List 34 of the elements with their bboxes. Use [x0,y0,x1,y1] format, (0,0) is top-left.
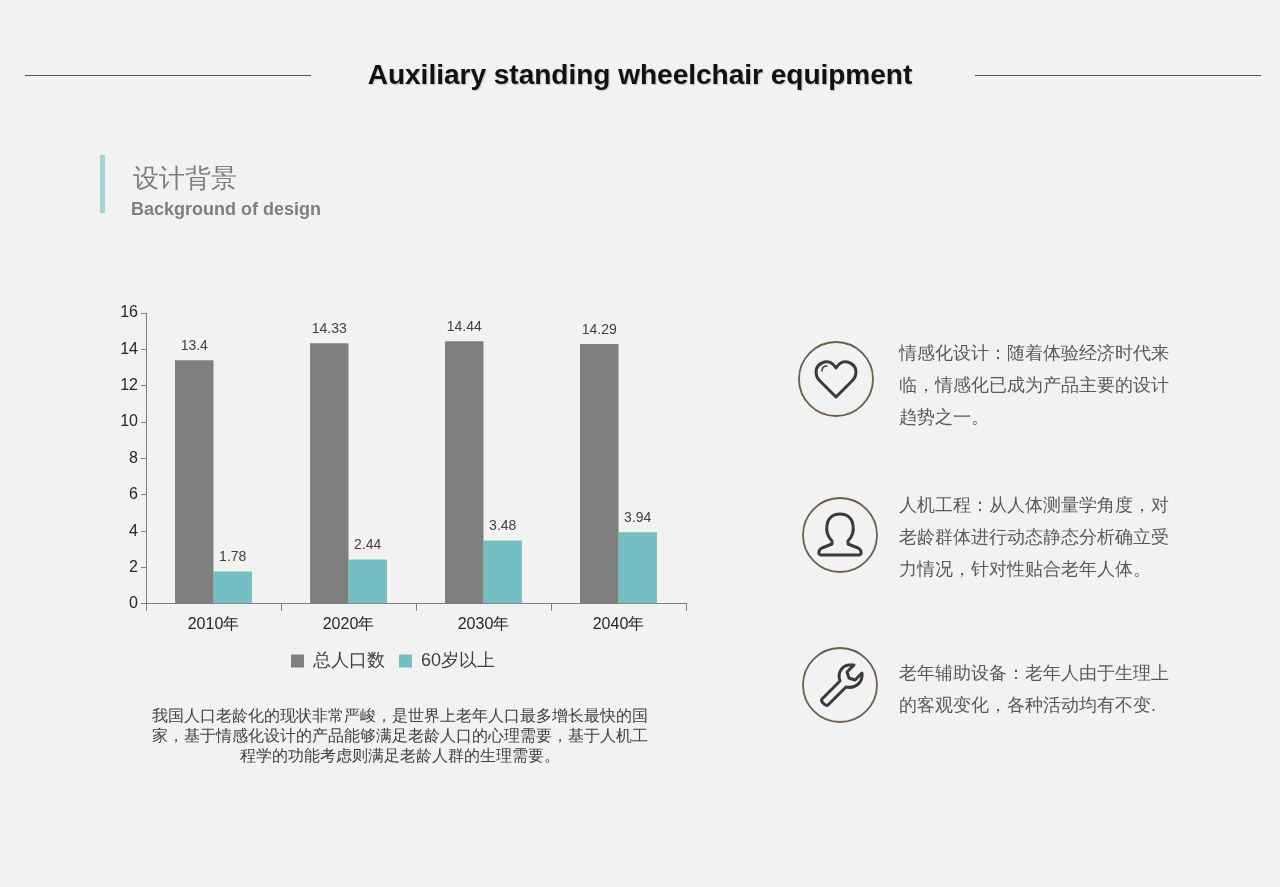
bar [348,559,387,604]
chart-subtitle: 设计背景 [133,162,237,194]
data-label: 14.33 [311,320,347,337]
bar [618,532,657,604]
y-tick-label: 12 [120,376,139,394]
text: 老年辅助设备：老年人由于生理上的客观变化，各种活动均有不变. [899,662,1170,717]
text: 我国人口老龄化的现状非常严峻，是世界上老年人口最多增长最快的国家，基于情感化设计的产品能够满足老龄人口的心理需要，基于人机工程学的功能考虑则满足老龄人群的生理需要。 [151,706,649,766]
x-tick-label: 2030年 [457,614,510,632]
y-tick-label: 0 [129,594,139,612]
y-tick-label: 2 [129,557,139,575]
y-tick-label: 10 [120,412,139,430]
y-tick-label: 8 [129,448,139,466]
data-label: 1.78 [219,548,247,565]
y-tick-label: 14 [120,339,139,357]
data-label: 3.94 [624,509,652,526]
bar [483,540,522,604]
data-label: 14.44 [446,318,482,335]
text: Background of design [131,198,322,220]
data-label: 3.48 [489,517,517,534]
text: 情感化设计：随着体验经济时代来临，情感化已成为产品主要的设计趋势之一。 [899,342,1170,429]
data-label: 2.44 [354,536,382,553]
chart-title: Auxiliary standing wheelchair equipment [366,58,914,92]
x-tick-label: 2040年 [592,614,645,632]
data-label: 13.4 [180,337,209,354]
data-label: 14.29 [581,320,617,337]
y-tick-label: 16 [120,303,139,321]
x-tick-label: 2020年 [322,614,375,632]
text: 人机工程：从人体测量学角度，对老龄群体进行动态静态分析确立受力情况，针对性贴合老年人体。 [899,494,1170,581]
legend-label: 总人口数 [311,649,385,670]
bar [213,571,252,604]
y-tick-label: 4 [129,521,139,539]
legend-label: 60岁以上 [420,649,496,670]
x-tick-label: 2010年 [187,614,240,632]
y-tick-label: 6 [129,485,139,503]
